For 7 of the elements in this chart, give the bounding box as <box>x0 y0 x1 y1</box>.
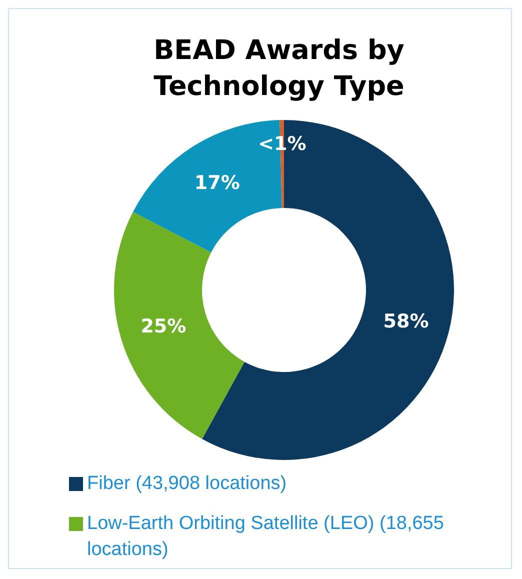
legend-label: Fiber (43,908 locations) <box>87 472 287 496</box>
donut-slice <box>114 212 244 439</box>
chart-title: BEAD Awards by Technology Type <box>152 34 406 104</box>
legend-label: Low-Earth Orbiting Satellite (LEO) (18,655 locations) <box>87 512 445 562</box>
data-label: 25% <box>140 316 186 338</box>
data-label: 17% <box>194 172 240 194</box>
data-label: 58% <box>383 310 429 332</box>
